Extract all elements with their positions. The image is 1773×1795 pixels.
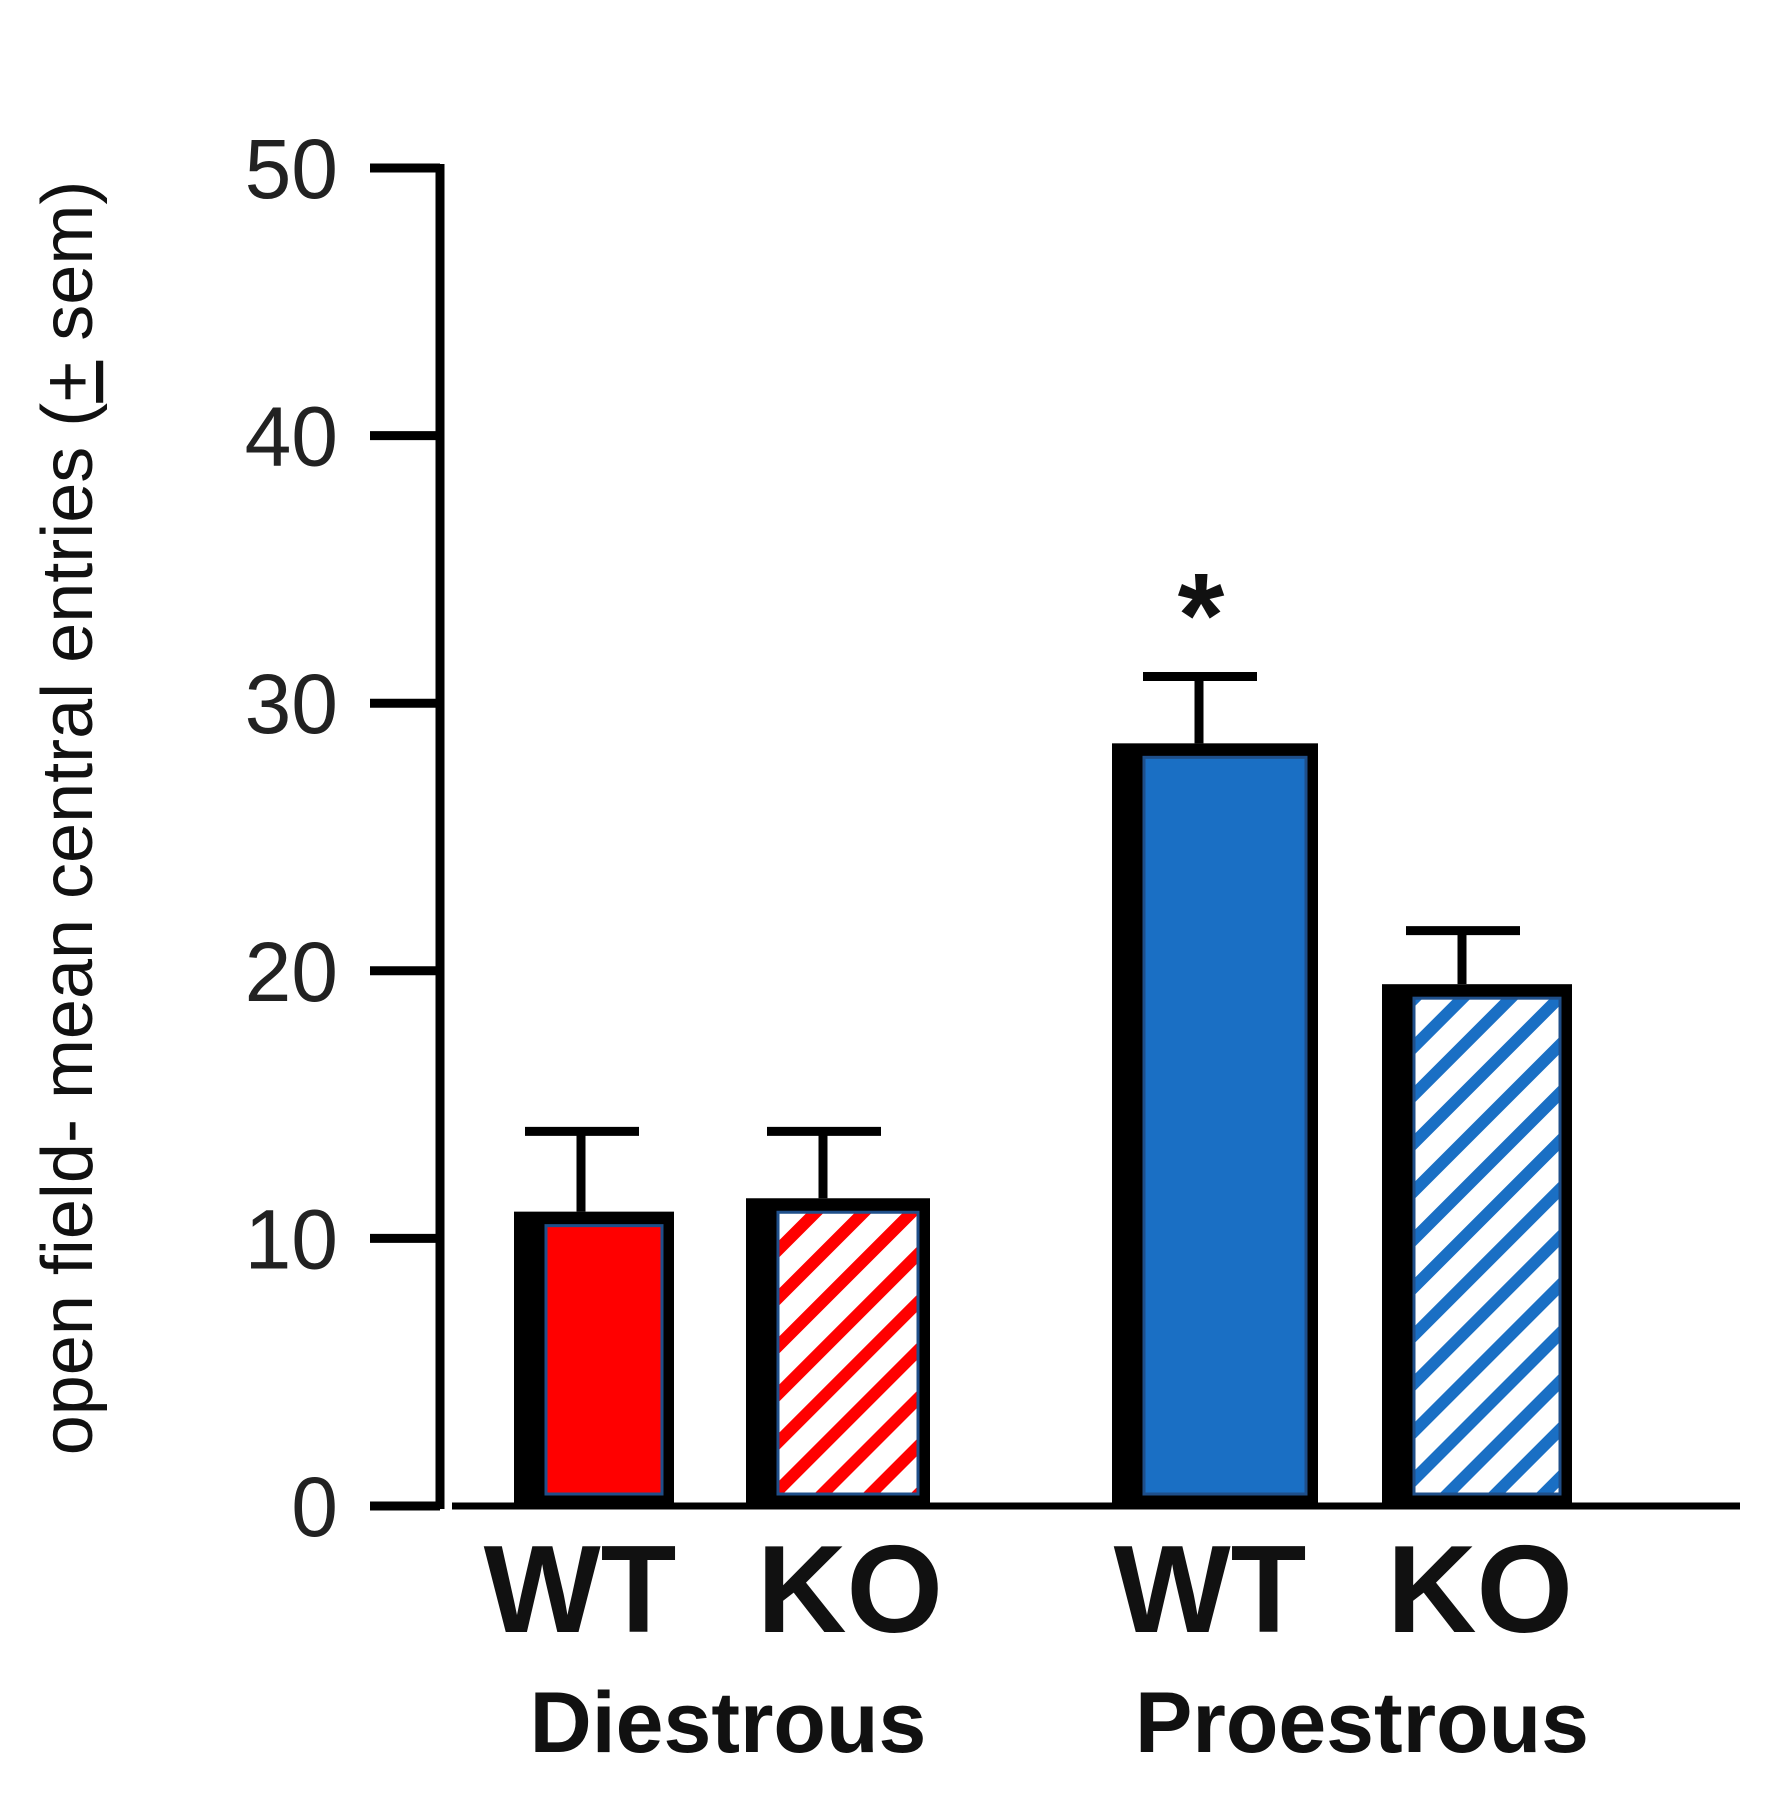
y-tick-label-30: 30 xyxy=(245,657,338,751)
y-tick-label-40: 40 xyxy=(245,390,338,484)
category-label-ko: KO xyxy=(1387,1521,1573,1659)
y-axis-label-prefix: open field- mean central entries ( xyxy=(28,403,108,1456)
y-tick-label-50: 50 xyxy=(245,122,338,216)
category-label-wt: WT xyxy=(1114,1521,1307,1659)
bar-proestrous-wt: * xyxy=(1112,548,1318,1506)
bar-diestrous-wt xyxy=(514,1126,674,1506)
y-tick-label-20: 20 xyxy=(245,925,338,1019)
bar-proestrous-ko xyxy=(1382,926,1572,1506)
category-label-ko: KO xyxy=(757,1521,943,1659)
y-axis: 0 10 20 30 40 50 xyxy=(245,122,1740,1554)
significance-asterisk: * xyxy=(1178,548,1225,682)
y-tick-label-10: 10 xyxy=(245,1192,338,1286)
category-label-wt: WT xyxy=(484,1521,677,1659)
bar-fill xyxy=(776,1210,920,1496)
bar-fill xyxy=(1142,755,1308,1496)
bars: * xyxy=(514,548,1572,1506)
group-label-proestrous: Proestrous xyxy=(1135,1675,1589,1771)
category-labels: WT KO WT KO Diestrous Proestrous xyxy=(484,1521,1589,1771)
y-axis-label-suffix: sem) xyxy=(28,181,108,361)
bar-fill xyxy=(544,1224,664,1496)
y-axis-label: open field- mean central entries (+ sem) xyxy=(28,181,108,1456)
y-axis-label-plus-minus: + xyxy=(28,361,108,403)
bar-fill xyxy=(1412,996,1562,1496)
y-tick-label-0: 0 xyxy=(291,1460,338,1554)
bar-diestrous-ko xyxy=(746,1126,930,1506)
group-label-diestrous: Diestrous xyxy=(530,1675,927,1771)
